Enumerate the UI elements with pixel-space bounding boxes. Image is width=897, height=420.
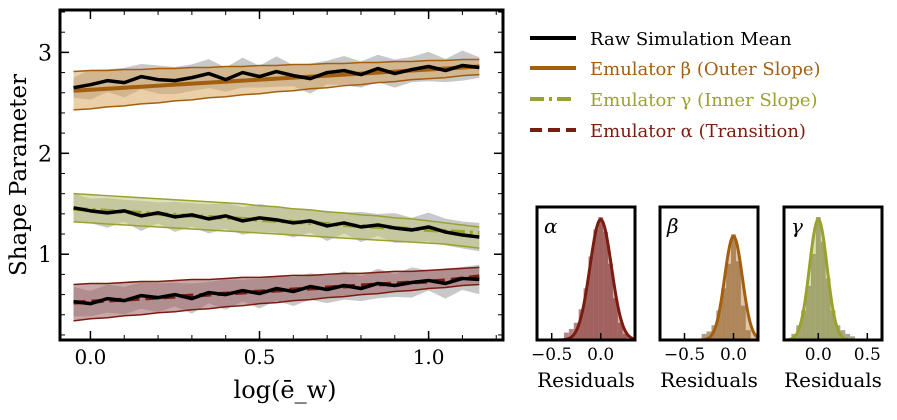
hist-panel-label: γ [791, 214, 803, 238]
hist-x-tick-label: −0.5 [531, 345, 572, 365]
legend-label-raw: Raw Simulation Mean [590, 29, 792, 50]
hist-bar [583, 288, 589, 340]
hist-curve-fill [660, 236, 758, 340]
hist-bar [701, 333, 707, 340]
hist-bar [830, 310, 836, 340]
hist-x-tick-label: 0.0 [805, 345, 832, 365]
hist-bar [716, 310, 722, 340]
hist-bar [806, 285, 811, 340]
hist-bar [815, 217, 821, 340]
hist-bar [810, 253, 816, 340]
hist-xlabel: Residuals [784, 368, 882, 392]
hist-curve-fill [784, 219, 882, 340]
main-lines [73, 63, 480, 306]
hist-bar [845, 333, 851, 340]
hist-bar [721, 288, 727, 340]
hist-bar [598, 217, 604, 340]
emulator-upper-gamma [73, 192, 480, 228]
legend-label-alpha: Emulator α (Transition) [590, 121, 806, 142]
hist-bar [588, 256, 594, 340]
hist-bar [820, 241, 826, 340]
hist-bar [617, 322, 623, 340]
main-axes-frame [58, 8, 505, 342]
hist-xlabel: Residuals [660, 368, 758, 392]
emulator-lower-beta [73, 73, 480, 111]
y-tick-label: 2 [38, 142, 52, 167]
hist-bar [745, 330, 751, 340]
emulator-lower-gamma [73, 221, 480, 249]
hist-x-tick-label: 0.5 [854, 345, 881, 365]
hist-panel-label: α [544, 214, 558, 238]
emulator-mean-alpha [73, 274, 480, 305]
main-ylabel: Shape Parameter [6, 74, 32, 276]
hist-bar [568, 328, 574, 340]
x-tick-label: 0.0 [75, 345, 107, 369]
hist-bar [801, 310, 807, 340]
hist-curve-fill [537, 219, 635, 340]
hist-bar [850, 336, 856, 340]
emulator-mean-gamma [73, 206, 480, 236]
emulator-upper-alpha [73, 266, 480, 286]
hist-bar [735, 261, 741, 340]
hist-bar [593, 229, 599, 340]
x-tick-label: 1.0 [413, 345, 445, 369]
hist-bar [608, 263, 613, 340]
raw-mean-beta [73, 63, 480, 90]
legend-label-beta: Emulator β (Outer Slope) [590, 59, 821, 80]
histogram-beta: β −0.5 0.0 Residuals [658, 205, 760, 392]
hist-bar [740, 305, 746, 340]
main-ticks: 0.0 0.5 1.0 1 2 3 [38, 10, 503, 369]
hist-x-tick-label: 0.0 [587, 345, 614, 365]
hist-x-tick-label: 0.0 [720, 345, 747, 365]
hist-bar [622, 333, 628, 340]
hist-panel-label: β [666, 214, 679, 238]
emulator-upper-beta [73, 58, 480, 73]
histogram-alpha: α −0.5 0.0 Residuals [531, 205, 637, 392]
hist-bar [726, 263, 732, 340]
main-xlabel: log(ē_w) [234, 376, 337, 404]
hist-bar [603, 231, 609, 340]
hist-xlabel: Residuals [537, 368, 635, 392]
hist-x-tick-label: −0.5 [664, 345, 705, 365]
hist-bar [706, 331, 712, 340]
y-tick-label: 3 [38, 41, 52, 66]
hist-axes-frame [535, 205, 637, 342]
raw-mean-gamma [73, 206, 480, 239]
hist-bar [825, 278, 831, 340]
emulator-lower-alpha [73, 283, 480, 322]
hist-bar [612, 298, 618, 340]
raw-mean-alpha [73, 276, 480, 306]
hist-axes-frame [658, 205, 760, 342]
y-tick-label: 1 [38, 243, 52, 268]
legend-label-gamma: Emulator γ (Inner Slope) [590, 90, 818, 111]
hist-bar [578, 309, 584, 340]
x-tick-label: 0.5 [244, 345, 276, 369]
hist-axes-frame [782, 205, 884, 342]
hist-bar [731, 234, 736, 340]
legend: Raw Simulation Mean Emulator β (Outer Sl… [530, 29, 821, 142]
histogram-gamma: γ 0.0 0.5 Residuals [782, 205, 884, 392]
hist-bar [840, 330, 846, 340]
main-plot: 0.0 0.5 1.0 1 2 3 log(ē_w) Shape Parameter [6, 8, 505, 404]
hist-bar [563, 332, 569, 340]
